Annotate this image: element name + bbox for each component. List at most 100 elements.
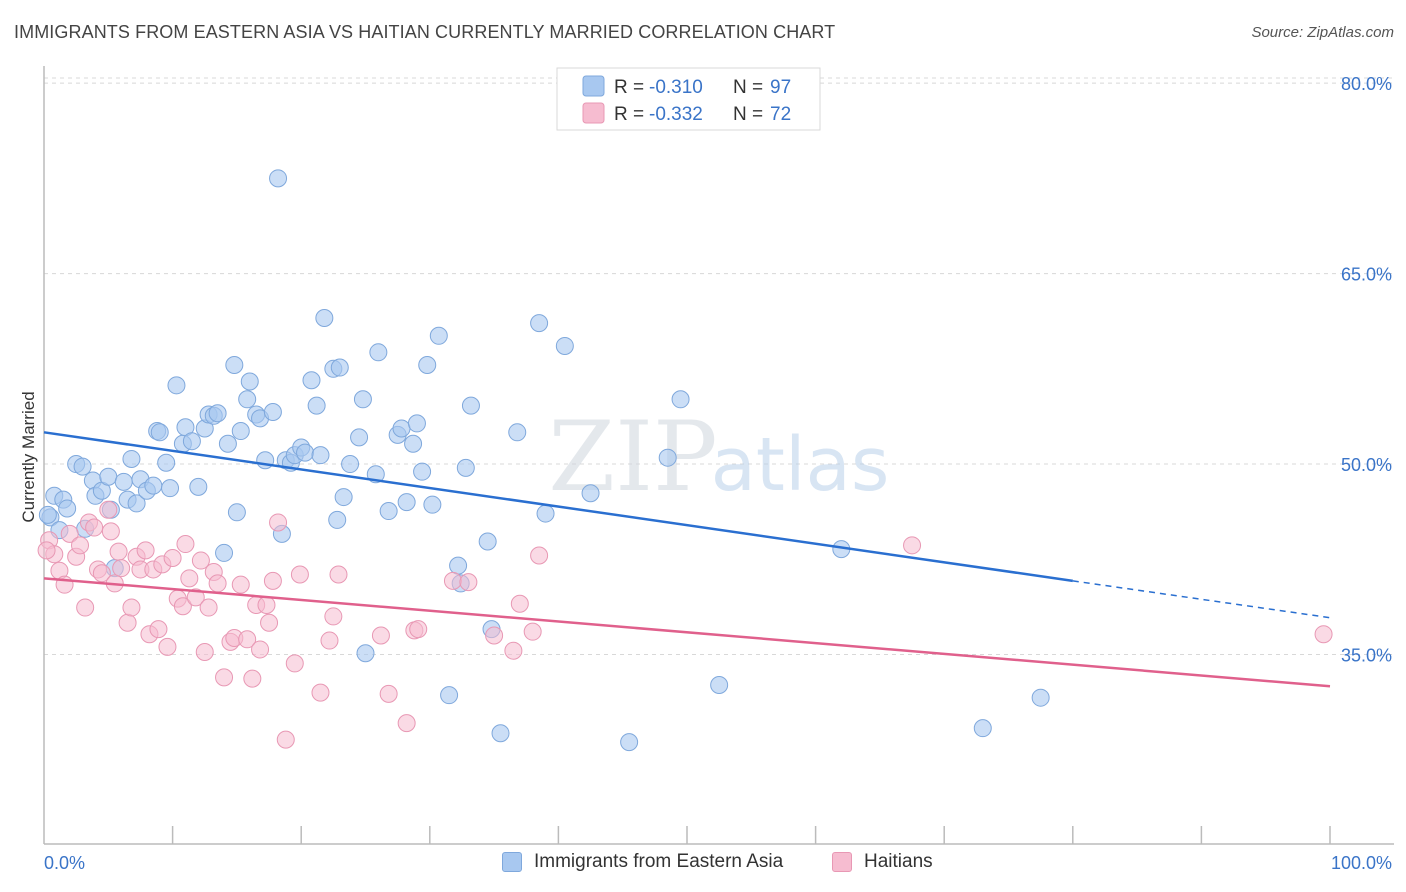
data-point-haitians	[443, 571, 462, 590]
data-point-eastern-asia	[671, 390, 690, 409]
y-axis-title: Currently Married	[19, 391, 38, 522]
grid-lines	[44, 77, 1394, 656]
legend-bottom-item-haitians: Haitians	[832, 851, 933, 873]
data-point-eastern-asia	[536, 504, 555, 523]
y-tick-label-3: 80.0%	[1341, 74, 1392, 94]
data-point-haitians	[118, 613, 137, 632]
data-point-eastern-asia	[356, 644, 375, 663]
data-point-eastern-asia	[440, 686, 459, 705]
data-point-haitians	[285, 654, 304, 673]
data-point-haitians	[1314, 625, 1333, 644]
data-point-eastern-asia	[73, 457, 92, 476]
data-point-eastern-asia	[341, 455, 360, 474]
y-tick-label-1: 50.0%	[1341, 455, 1392, 475]
data-point-eastern-asia	[491, 724, 510, 743]
data-point-eastern-asia	[208, 404, 227, 423]
data-point-haitians	[215, 668, 234, 687]
data-point-haitians	[504, 641, 523, 660]
data-point-haitians	[485, 626, 504, 645]
data-point-eastern-asia	[307, 396, 326, 415]
data-point-haitians	[903, 536, 922, 555]
data-point-eastern-asia	[555, 336, 574, 355]
data-point-eastern-asia	[478, 532, 497, 551]
data-point-eastern-asia	[114, 472, 133, 491]
data-point-haitians	[208, 574, 227, 593]
data-point-haitians	[85, 518, 104, 537]
data-point-eastern-asia	[581, 484, 600, 503]
data-point-eastern-asia	[413, 462, 432, 481]
data-point-haitians	[523, 622, 542, 641]
data-point-haitians	[459, 573, 478, 592]
data-point-eastern-asia	[658, 448, 677, 467]
data-point-eastern-asia	[150, 423, 169, 442]
data-point-haitians	[238, 630, 257, 649]
y-tick-label-0: 35.0%	[1341, 646, 1392, 666]
data-point-haitians	[510, 594, 529, 613]
data-point-eastern-asia	[302, 371, 321, 390]
data-point-haitians	[199, 598, 218, 617]
data-point-haitians	[99, 500, 118, 519]
axes	[43, 66, 1394, 845]
watermark-atlas: atlas	[711, 422, 890, 508]
data-point-eastern-asia	[407, 414, 426, 433]
data-point-haitians	[276, 730, 295, 749]
data-point-eastern-asia	[127, 494, 146, 513]
chart-title: IMMIGRANTS FROM EASTERN ASIA VS HAITIAN …	[14, 22, 836, 42]
data-point-eastern-asia	[311, 446, 330, 465]
watermark: ZIP atlas	[548, 401, 889, 513]
legend-swatch-haitians	[582, 102, 605, 124]
legend-bottom-label-haitians: Haitians	[864, 851, 933, 872]
legend-r-value-2: -0.332	[649, 104, 703, 125]
data-point-haitians	[37, 541, 56, 560]
series-eastern-asia-points	[38, 169, 1050, 752]
data-point-haitians	[320, 631, 339, 650]
data-point-haitians	[290, 565, 309, 584]
data-point-eastern-asia	[620, 733, 639, 752]
data-point-haitians	[251, 640, 270, 659]
data-point-eastern-asia	[397, 493, 416, 512]
data-point-eastern-asia	[218, 434, 237, 453]
data-point-haitians	[311, 683, 330, 702]
data-point-haitians	[260, 613, 279, 632]
trend-lines	[43, 431, 1331, 688]
data-point-eastern-asia	[263, 402, 282, 421]
legend-n-label-1: N =	[733, 77, 763, 98]
data-point-eastern-asia	[418, 356, 437, 374]
x-tick-label-100: 100.0%	[1331, 853, 1392, 873]
data-point-haitians	[195, 642, 214, 661]
data-point-eastern-asia	[404, 434, 423, 453]
data-point-eastern-asia	[99, 467, 118, 486]
data-point-eastern-asia	[461, 396, 480, 415]
data-point-eastern-asia	[225, 356, 244, 374]
data-point-eastern-asia	[315, 309, 334, 328]
data-point-eastern-asia	[330, 358, 349, 377]
data-point-eastern-asia	[161, 479, 180, 498]
data-point-haitians	[269, 513, 288, 532]
data-point-eastern-asia	[392, 419, 411, 438]
data-point-haitians	[409, 620, 428, 639]
data-point-eastern-asia	[240, 372, 259, 391]
data-point-eastern-asia	[350, 428, 369, 447]
data-point-eastern-asia	[423, 495, 442, 514]
data-point-eastern-asia	[530, 314, 549, 333]
data-point-haitians	[136, 541, 155, 560]
legend-r-label-1: R =	[614, 77, 644, 98]
watermark-zip: ZIP	[548, 401, 717, 513]
legend-bottom-swatch-pink	[832, 852, 852, 872]
data-point-eastern-asia	[296, 443, 315, 462]
data-point-haitians	[163, 549, 182, 568]
data-point-eastern-asia	[144, 476, 163, 495]
tick-labels: 35.0% 50.0% 65.0% 80.0% 0.0% 100.0%	[44, 74, 1392, 873]
data-point-eastern-asia	[38, 505, 57, 524]
data-point-haitians	[186, 588, 205, 607]
legend-bottom-item-eastern-asia: Immigrants from Eastern Asia	[502, 851, 783, 873]
data-point-eastern-asia	[189, 477, 208, 496]
data-point-eastern-asia	[973, 719, 992, 738]
data-point-haitians	[379, 684, 398, 703]
legend-bottom-label-eastern-asia: Immigrants from Eastern Asia	[534, 851, 784, 872]
data-point-haitians	[257, 596, 276, 614]
data-point-haitians	[191, 551, 210, 570]
data-point-haitians	[112, 559, 131, 578]
data-point-haitians	[76, 598, 95, 617]
